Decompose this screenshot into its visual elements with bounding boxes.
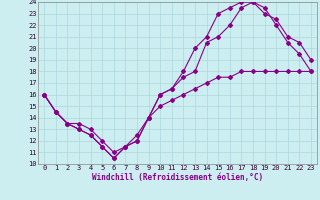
X-axis label: Windchill (Refroidissement éolien,°C): Windchill (Refroidissement éolien,°C) bbox=[92, 173, 263, 182]
